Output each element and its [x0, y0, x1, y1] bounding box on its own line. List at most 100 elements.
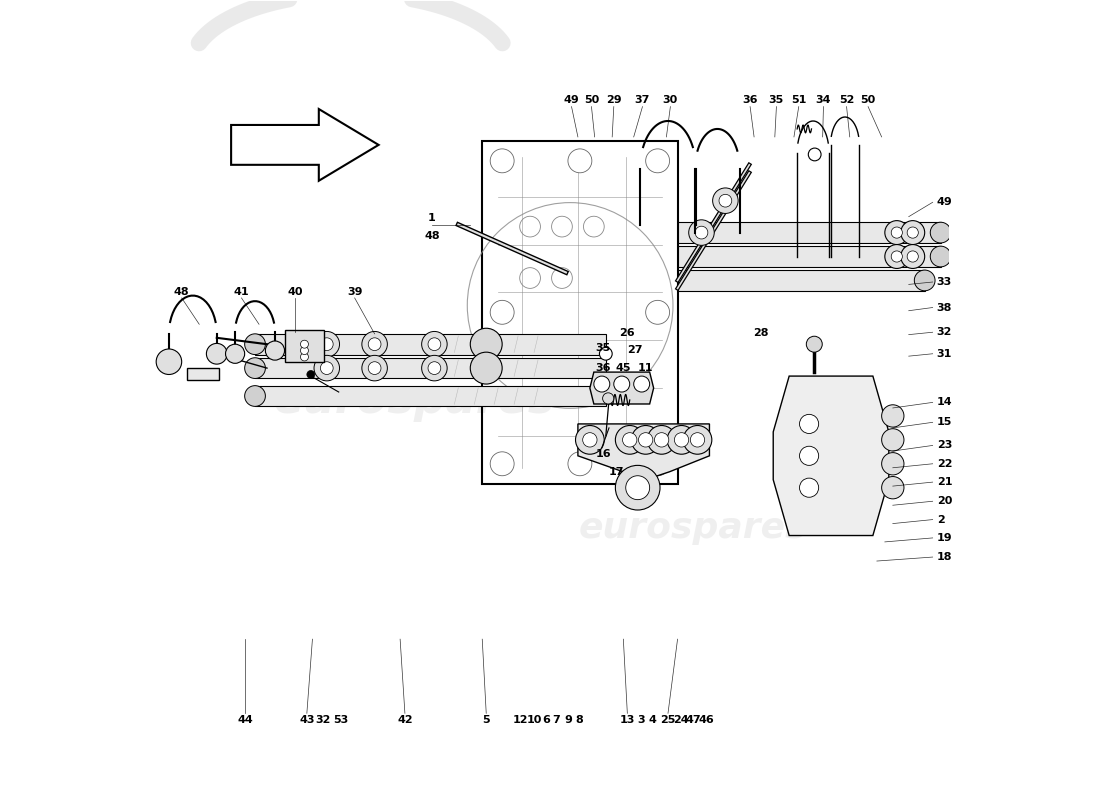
Text: 8: 8 [575, 715, 583, 726]
Circle shape [654, 433, 669, 447]
Text: 42: 42 [397, 715, 412, 726]
Text: 16: 16 [595, 450, 612, 459]
Text: 22: 22 [937, 458, 953, 469]
Text: 21: 21 [937, 477, 953, 487]
Circle shape [800, 478, 818, 498]
Circle shape [368, 362, 381, 374]
Circle shape [806, 336, 823, 352]
Circle shape [891, 227, 902, 238]
Polygon shape [187, 368, 219, 380]
Circle shape [800, 446, 818, 466]
Bar [255, 334, 606, 354]
Circle shape [881, 477, 904, 499]
Text: 43: 43 [299, 715, 315, 726]
Polygon shape [578, 424, 710, 480]
Circle shape [300, 346, 308, 354]
Circle shape [600, 347, 613, 360]
Circle shape [881, 453, 904, 475]
Circle shape [719, 194, 732, 207]
Circle shape [421, 331, 448, 357]
Text: 11: 11 [638, 363, 653, 373]
Text: 31: 31 [937, 349, 952, 358]
Circle shape [491, 149, 514, 173]
Circle shape [638, 433, 652, 447]
Circle shape [884, 221, 909, 245]
Circle shape [314, 331, 340, 357]
Circle shape [689, 220, 714, 246]
Circle shape [491, 300, 514, 324]
Text: 44: 44 [238, 715, 253, 726]
Circle shape [634, 376, 650, 392]
Circle shape [914, 270, 935, 290]
Circle shape [713, 188, 738, 214]
Text: 38: 38 [937, 302, 952, 313]
Circle shape [884, 245, 909, 269]
Text: 32: 32 [937, 327, 952, 338]
Circle shape [300, 353, 308, 361]
Text: 45: 45 [616, 363, 631, 373]
Circle shape [244, 358, 265, 378]
Circle shape [800, 414, 818, 434]
Circle shape [908, 227, 918, 238]
Text: 13: 13 [619, 715, 635, 726]
Text: 46: 46 [698, 715, 714, 726]
Circle shape [368, 338, 381, 350]
Bar [255, 358, 606, 378]
Circle shape [614, 376, 629, 392]
Bar [255, 386, 606, 406]
Circle shape [428, 362, 441, 374]
Text: 7: 7 [552, 715, 560, 726]
Circle shape [307, 370, 315, 378]
Text: 12: 12 [513, 715, 528, 726]
Text: 48: 48 [425, 230, 440, 241]
Text: 51: 51 [791, 95, 806, 106]
Circle shape [300, 340, 308, 348]
Circle shape [575, 426, 604, 454]
Circle shape [615, 426, 645, 454]
Text: 34: 34 [816, 95, 832, 106]
Circle shape [428, 338, 441, 350]
Circle shape [265, 341, 285, 360]
Text: 9: 9 [564, 715, 572, 726]
Text: 4: 4 [649, 715, 657, 726]
Text: 37: 37 [635, 95, 650, 106]
Circle shape [603, 393, 614, 404]
Circle shape [631, 426, 660, 454]
Text: 6: 6 [542, 715, 550, 726]
Circle shape [421, 355, 448, 381]
Text: 28: 28 [752, 328, 768, 338]
Polygon shape [773, 376, 889, 535]
Circle shape [471, 328, 503, 360]
Circle shape [691, 433, 705, 447]
Circle shape [471, 352, 503, 384]
Text: 50: 50 [584, 95, 600, 106]
Circle shape [623, 433, 637, 447]
Circle shape [362, 355, 387, 381]
Text: 1: 1 [428, 214, 436, 223]
Text: 48: 48 [174, 286, 189, 297]
Circle shape [244, 334, 265, 354]
Circle shape [646, 149, 670, 173]
Text: 36: 36 [596, 363, 612, 373]
Text: 40: 40 [287, 286, 303, 297]
Circle shape [674, 433, 689, 447]
Text: 39: 39 [346, 286, 362, 297]
Text: 10: 10 [527, 715, 541, 726]
Text: 32: 32 [315, 715, 330, 726]
Text: 17: 17 [608, 466, 624, 477]
Text: 41: 41 [233, 286, 250, 297]
Circle shape [226, 344, 244, 363]
Text: 25: 25 [660, 715, 675, 726]
Text: 52: 52 [839, 95, 855, 106]
Text: 49: 49 [937, 198, 953, 207]
Polygon shape [231, 109, 378, 181]
Text: 3: 3 [637, 715, 645, 726]
Text: eurospares: eurospares [274, 378, 556, 422]
Circle shape [583, 433, 597, 447]
Text: 49: 49 [563, 95, 580, 106]
Circle shape [615, 466, 660, 510]
Circle shape [808, 148, 821, 161]
Text: 24: 24 [673, 715, 689, 726]
Text: 53: 53 [332, 715, 348, 726]
Bar [678, 270, 925, 290]
